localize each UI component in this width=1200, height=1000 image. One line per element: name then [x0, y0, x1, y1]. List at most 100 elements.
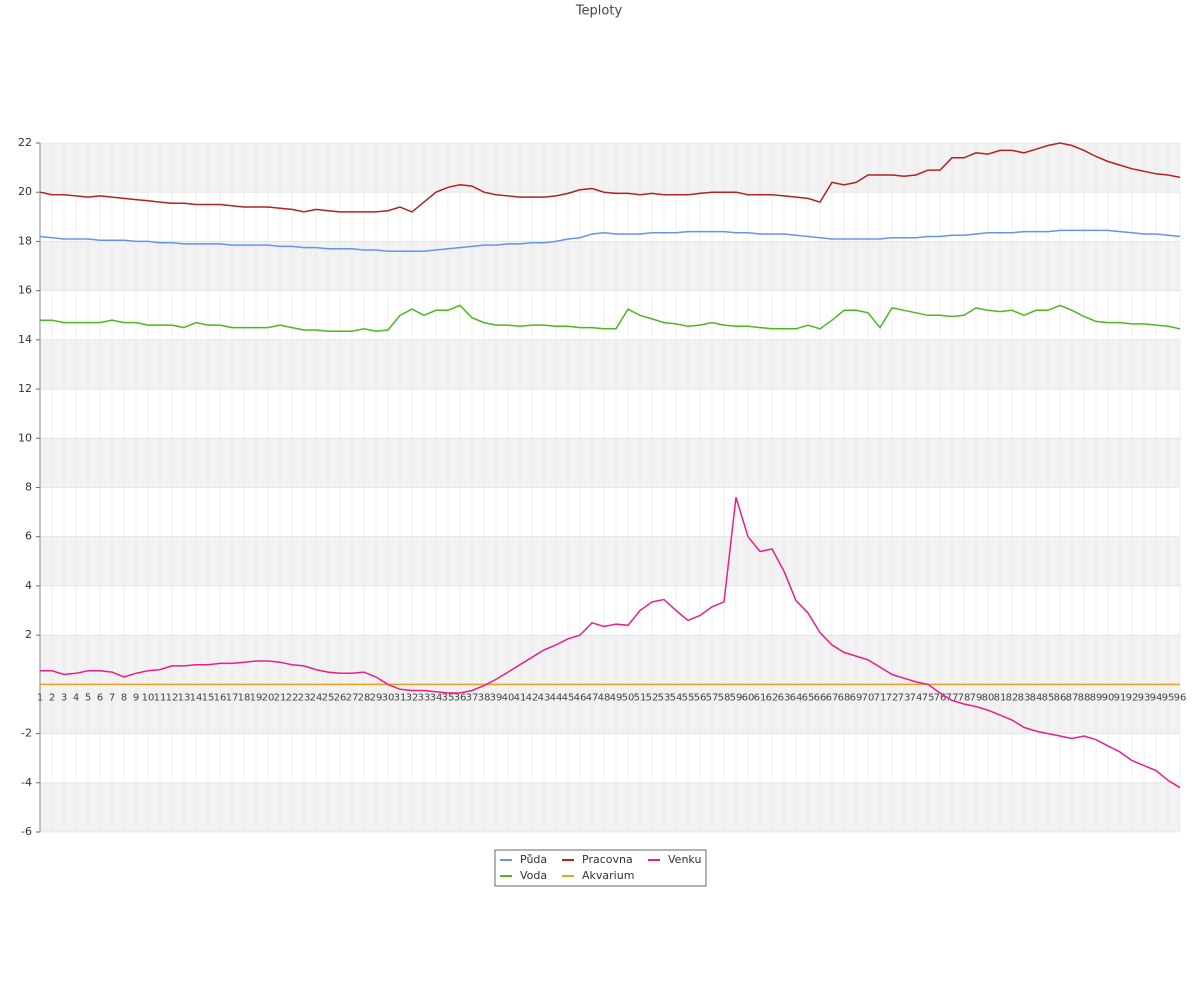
legend-label: Půda [520, 853, 547, 866]
x-tick-label: 37 [466, 692, 479, 703]
x-tick-label: 33 [418, 692, 431, 703]
x-tick-label: 87 [1066, 692, 1079, 703]
x-tick-label: 40 [502, 692, 515, 703]
x-tick-label: 95 [1162, 692, 1175, 703]
grid-band [40, 782, 1180, 832]
x-tick-label: 1 [37, 692, 43, 703]
x-tick-label: 43 [538, 692, 551, 703]
x-tick-label: 77 [946, 692, 959, 703]
x-tick-label: 56 [694, 692, 707, 703]
y-tick-label: 20 [18, 185, 32, 198]
x-tick-label: 41 [514, 692, 527, 703]
x-tick-label: 74 [910, 692, 923, 703]
x-tick-label: 24 [310, 692, 323, 703]
x-tick-label: 21 [274, 692, 287, 703]
x-tick-label: 78 [958, 692, 971, 703]
y-tick-label: 22 [18, 136, 32, 149]
y-tick-label: 4 [25, 579, 32, 592]
x-tick-label: 54 [670, 692, 683, 703]
x-tick-label: 4 [73, 692, 79, 703]
legend-label: Pracovna [582, 853, 633, 866]
x-tick-label: 55 [682, 692, 695, 703]
x-tick-label: 64 [790, 692, 803, 703]
y-tick-label: 16 [18, 284, 32, 297]
x-tick-label: 12 [166, 692, 179, 703]
legend-label: Akvarium [582, 869, 634, 882]
x-tick-label: 32 [406, 692, 419, 703]
x-tick-label: 81 [994, 692, 1007, 703]
x-tick-label: 23 [298, 692, 311, 703]
grid-band [40, 241, 1180, 291]
y-tick-label: 18 [18, 234, 32, 247]
x-tick-label: 47 [586, 692, 599, 703]
x-tick-label: 88 [1078, 692, 1091, 703]
x-tick-label: 10 [142, 692, 155, 703]
x-tick-label: 7 [109, 692, 115, 703]
chart-title: Teploty [575, 4, 623, 19]
x-tick-label: 19 [250, 692, 263, 703]
x-tick-label: 20 [262, 692, 275, 703]
legend-label: Voda [520, 869, 547, 882]
y-tick-label: 2 [25, 628, 32, 641]
x-tick-label: 5 [85, 692, 91, 703]
x-tick-label: 38 [478, 692, 491, 703]
x-tick-label: 27 [346, 692, 359, 703]
y-tick-label: -4 [21, 776, 32, 789]
y-tick-label: 10 [18, 431, 32, 444]
x-tick-label: 6 [97, 692, 103, 703]
x-tick-label: 92 [1126, 692, 1139, 703]
x-tick-label: 70 [862, 692, 875, 703]
x-tick-label: 76 [934, 692, 947, 703]
x-tick-label: 57 [706, 692, 719, 703]
x-tick-label: 22 [286, 692, 299, 703]
x-tick-label: 86 [1054, 692, 1067, 703]
x-tick-label: 67 [826, 692, 839, 703]
x-tick-label: 52 [646, 692, 659, 703]
x-tick-label: 89 [1090, 692, 1103, 703]
x-tick-label: 83 [1018, 692, 1031, 703]
grid-band [40, 143, 1180, 193]
x-tick-label: 45 [562, 692, 575, 703]
x-tick-label: 3 [61, 692, 67, 703]
x-tick-label: 30 [382, 692, 395, 703]
x-tick-label: 63 [778, 692, 791, 703]
x-tick-label: 49 [610, 692, 623, 703]
x-tick-label: 39 [490, 692, 503, 703]
x-tick-label: 13 [178, 692, 191, 703]
x-tick-label: 9 [133, 692, 139, 703]
x-tick-label: 26 [334, 692, 347, 703]
legend-label: Venku [668, 853, 701, 866]
x-tick-label: 90 [1102, 692, 1115, 703]
x-tick-label: 14 [190, 692, 203, 703]
y-tick-label: 6 [25, 530, 32, 543]
x-tick-label: 17 [226, 692, 239, 703]
x-tick-label: 93 [1138, 692, 1151, 703]
x-tick-label: 46 [574, 692, 587, 703]
x-tick-label: 94 [1150, 692, 1163, 703]
x-tick-label: 85 [1042, 692, 1055, 703]
x-tick-label: 69 [850, 692, 863, 703]
x-tick-label: 35 [442, 692, 455, 703]
x-tick-label: 31 [394, 692, 407, 703]
legend-box [494, 849, 707, 887]
y-tick-label: 12 [18, 382, 32, 395]
series-line [39, 142, 1181, 213]
x-tick-label: 25 [322, 692, 335, 703]
x-tick-label: 62 [766, 692, 779, 703]
x-tick-label: 28 [358, 692, 371, 703]
x-tick-label: 68 [838, 692, 851, 703]
x-tick-label: 82 [1006, 692, 1019, 703]
x-tick-label: 71 [874, 692, 887, 703]
x-tick-label: 96 [1174, 692, 1187, 703]
x-tick-label: 48 [598, 692, 611, 703]
x-tick-label: 15 [202, 692, 215, 703]
x-tick-label: 80 [982, 692, 995, 703]
x-tick-label: 73 [898, 692, 911, 703]
x-tick-label: 44 [550, 692, 563, 703]
x-tick-label: 51 [634, 692, 647, 703]
x-tick-label: 65 [802, 692, 815, 703]
x-tick-label: 61 [754, 692, 767, 703]
x-tick-label: 29 [370, 692, 383, 703]
